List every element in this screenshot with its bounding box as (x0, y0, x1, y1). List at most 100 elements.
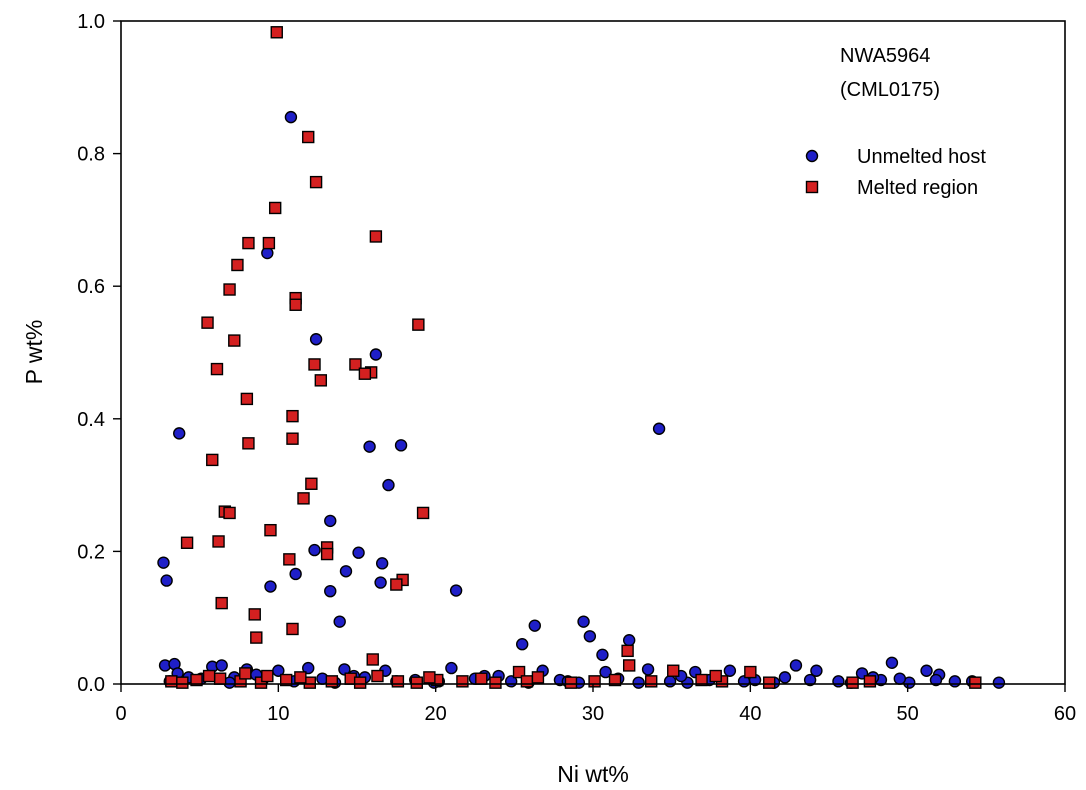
data-point-unmelted-host (445, 661, 458, 675)
data-point-unmelted-host (885, 656, 899, 669)
x-axis-title: Ni wt% (557, 761, 629, 787)
data-point-melted-region (645, 675, 658, 688)
data-point-unmelted-host (832, 675, 845, 688)
data-point-unmelted-host (803, 673, 817, 687)
data-point-melted-region (223, 506, 236, 520)
y-tick-label: 0.2 (77, 541, 105, 563)
legend-label-unmelted-host: Unmelted host (857, 146, 986, 168)
data-point-melted-region (846, 676, 859, 689)
data-point-unmelted-host (333, 615, 346, 628)
data-point-melted-region (695, 673, 708, 687)
data-point-unmelted-host (652, 422, 666, 435)
data-point-melted-region (391, 675, 405, 688)
data-point-melted-region (622, 659, 636, 672)
data-point-unmelted-host (599, 665, 612, 679)
x-tick-label: 10 (267, 703, 289, 725)
data-point-melted-region (215, 596, 228, 610)
data-point-melted-region (286, 622, 299, 636)
data-point-melted-region (286, 432, 299, 445)
data-point-melted-region (165, 675, 178, 688)
data-point-melted-region (358, 367, 372, 380)
data-point-melted-region (353, 676, 367, 689)
data-point-unmelted-host (375, 557, 389, 570)
data-point-melted-region (248, 608, 261, 621)
data-point-melted-region (210, 362, 224, 376)
data-point-melted-region (314, 374, 328, 387)
data-point-melted-region (231, 258, 244, 272)
data-point-melted-region (212, 535, 225, 548)
data-point-unmelted-host (528, 619, 541, 632)
data-point-unmelted-host (338, 663, 351, 676)
data-point-unmelted-host (577, 615, 590, 628)
data-point-melted-region (283, 553, 296, 566)
data-point-melted-region (325, 675, 339, 688)
data-point-melted-region (531, 671, 545, 684)
data-point-melted-region (489, 676, 502, 689)
data-point-unmelted-host (929, 673, 943, 687)
data-point-melted-region (228, 334, 241, 347)
data-point-melted-region (349, 358, 362, 371)
data-point-melted-region (286, 409, 299, 423)
data-point-melted-region (423, 671, 436, 684)
data-point-melted-region (621, 644, 634, 658)
data-point-unmelted-host (778, 671, 792, 684)
data-point-unmelted-host (992, 676, 1006, 689)
data-point-unmelted-host (215, 659, 228, 672)
data-point-unmelted-host (622, 634, 636, 647)
data-point-unmelted-host (893, 672, 906, 685)
plot-background (121, 21, 1065, 684)
data-point-unmelted-host (369, 348, 383, 361)
data-point-melted-region (176, 676, 189, 689)
data-point-unmelted-host (516, 638, 529, 651)
data-point-unmelted-host (352, 546, 365, 559)
data-point-melted-region (744, 665, 757, 679)
data-point-unmelted-host (339, 565, 353, 578)
data-point-melted-region (608, 673, 622, 687)
data-point-unmelted-host (382, 478, 395, 492)
legend-item-melted-region: Melted region (805, 177, 978, 199)
y-tick-label: 0.0 (77, 674, 105, 696)
data-point-unmelted-host (264, 580, 277, 593)
data-point-unmelted-host (173, 427, 186, 440)
data-point-melted-region (294, 671, 307, 684)
data-point-melted-region (180, 536, 194, 549)
data-point-melted-region (969, 676, 982, 689)
data-point-melted-region (206, 453, 219, 467)
data-point-melted-region (239, 667, 252, 680)
x-tick-label: 0 (115, 703, 126, 725)
data-point-melted-region (512, 665, 526, 679)
data-point-melted-region (309, 175, 323, 189)
data-point-melted-region (289, 298, 302, 311)
x-tick-label: 20 (425, 703, 447, 725)
y-axis-title: P wt% (21, 320, 47, 385)
data-point-unmelted-host (810, 664, 823, 677)
legend-item-unmelted-host: Unmelted host (805, 146, 986, 168)
x-tick-label: 40 (739, 703, 761, 725)
data-point-unmelted-host (324, 514, 337, 528)
data-point-melted-region (262, 236, 276, 250)
data-point-melted-region (320, 547, 334, 561)
data-point-unmelted-host (632, 676, 645, 689)
y-tick-label: 0.8 (77, 144, 105, 166)
data-point-melted-region (190, 673, 203, 687)
data-point-unmelted-host (374, 576, 387, 589)
data-point-melted-region (201, 316, 214, 329)
data-point-melted-region (369, 230, 383, 243)
legend-label-melted-region: Melted region (857, 177, 978, 199)
data-point-melted-region (863, 675, 877, 688)
y-tick-label: 0.4 (77, 409, 105, 431)
data-point-melted-region (264, 523, 277, 537)
data-point-melted-region (410, 676, 423, 689)
data-point-melted-region (520, 675, 534, 688)
data-point-unmelted-host (663, 675, 677, 688)
data-point-melted-region (564, 676, 578, 689)
data-point-unmelted-host (157, 556, 170, 569)
data-point-melted-region (242, 236, 255, 250)
legend-marker-unmelted-host (805, 149, 819, 163)
data-point-unmelted-host (920, 664, 933, 677)
data-point-melted-region (709, 669, 722, 683)
data-point-melted-region (412, 318, 425, 331)
data-point-unmelted-host (302, 661, 315, 675)
data-point-unmelted-host (596, 648, 609, 662)
